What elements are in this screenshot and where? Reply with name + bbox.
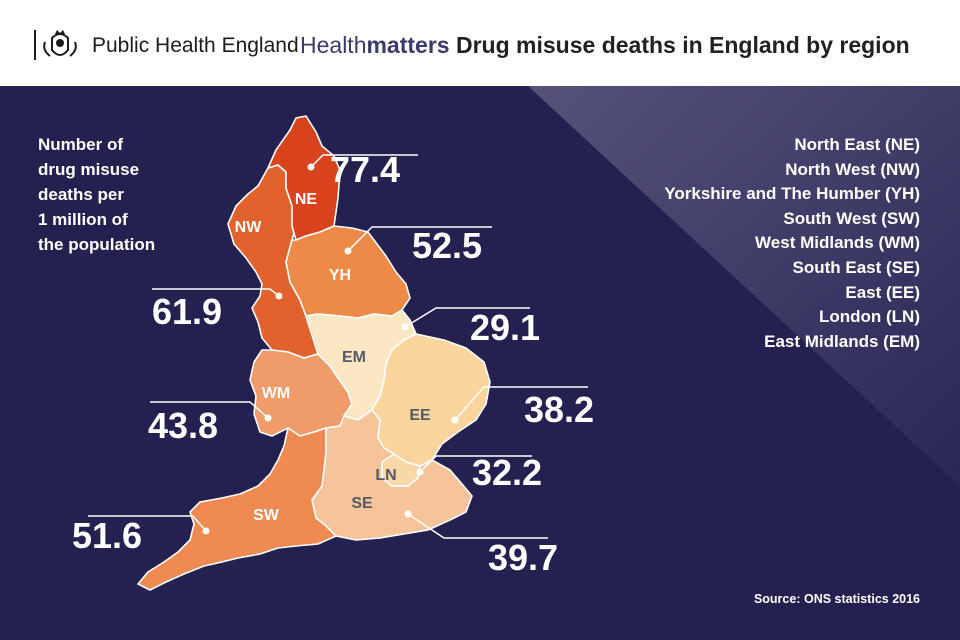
value-label-YH: 52.5 [412,225,482,266]
region-code-YH: YH [329,267,351,284]
callout-line-WM [150,401,269,419]
value-label-LN: 32.2 [472,452,542,493]
legend-item: London (LN) [818,307,920,327]
map-caption: Number of drug misuse deaths per 1 milli… [38,132,155,257]
callout-dot-WM [264,414,272,422]
legend-item: North West (NW) [785,159,920,179]
legend-item: West Midlands (WM) [755,233,920,253]
callout-dot-SW [202,527,210,535]
legend-item: North East (NE) [794,135,920,154]
region-code-NE: NE [295,191,318,208]
royal-crest-icon [34,30,77,60]
caption-line: drug misuse [38,160,140,179]
callout-line-LN [419,455,532,473]
caption-line: the population [38,235,156,254]
value-label-WM: 43.8 [148,405,218,446]
page-title: Healthmatters Drug misuse deaths in Engl… [300,32,910,59]
legend-item: South East (SE) [792,257,920,277]
callout-dot-SE [404,510,412,518]
region-codes: NE NW YH SW WM SE EE LN EM [235,191,431,524]
region-code-SE: SE [351,495,373,512]
region-NE[interactable] [267,115,341,241]
caption-line: deaths per [38,185,124,204]
region-code-WM: WM [262,385,290,402]
value-label-NW: 61.9 [152,291,222,332]
callout-line-SW [88,515,207,532]
callout-line-YH [347,226,492,252]
value-label-NE: 77.4 [330,149,400,190]
value-label-SE: 39.7 [488,537,558,578]
title-text: Drug misuse deaths in England by region [455,32,910,58]
callout-line-EM [404,307,530,328]
callout-dot-NW [275,292,283,300]
region-code-EM: EM [342,349,366,366]
brand-bold: matters [366,32,450,58]
value-label-EE: 38.2 [524,389,594,430]
region-code-LN: LN [375,467,396,484]
callout-dot-LN [416,468,424,476]
value-callouts: 77.4 61.9 52.5 51.6 43.8 39.7 38.2 32.2 29.1 [72,149,594,578]
callout-line-EE [454,386,588,421]
value-label-EM: 29.1 [470,307,540,348]
callout-dot-EE [451,416,459,424]
region-code-EE: EE [409,407,431,424]
region-code-SW: SW [253,507,280,524]
legend-item: South West (SW) [783,208,920,228]
region-code-NW: NW [235,219,263,236]
region-SW[interactable] [137,427,337,591]
source-note: Source: ONS statistics 2016 [753,592,920,606]
region-legend: North East (NE) North West (NW) Yorkshir… [664,133,920,354]
header: Public Health England Healthmatters Drug… [0,0,960,86]
panel-highlight [528,86,960,486]
callout-dot-EM [401,323,409,331]
legend-item: East (EE) [845,282,920,302]
legend-item: Yorkshire and The Humber (YH) [664,184,920,204]
callout-line-NW [152,288,280,297]
callout-line-SE [407,513,548,539]
callout-line-NE [310,154,418,168]
caption-line: 1 million of [38,210,128,229]
org-name: Public Health England [92,34,299,57]
caption-line: Number of [38,135,123,154]
legend-item: East Midlands (EM) [764,331,920,351]
value-label-SW: 51.6 [72,515,142,556]
brand-light: Health [300,32,367,58]
callout-dot-YH [344,247,352,255]
callout-dot-NE [307,163,315,171]
